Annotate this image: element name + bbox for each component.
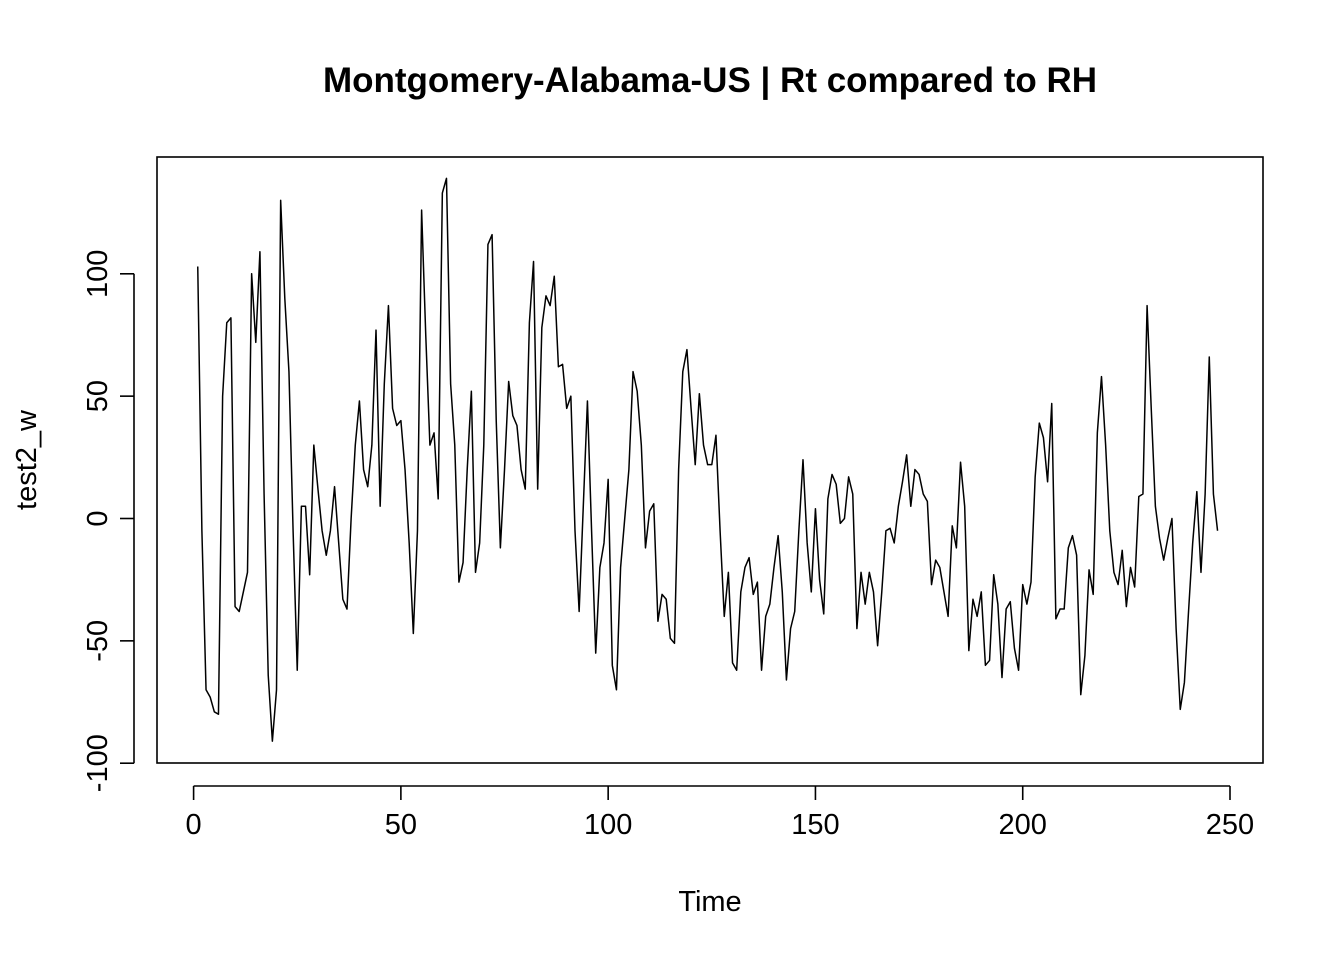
y-tick-label: -50 xyxy=(82,620,114,662)
x-tick-label: 0 xyxy=(186,809,202,841)
x-tick-label: 100 xyxy=(584,809,632,841)
y-tick-label: -100 xyxy=(82,734,114,792)
chart-title: Montgomery-Alabama-US | Rt compared to R… xyxy=(323,61,1097,100)
x-tick-label: 150 xyxy=(791,809,839,841)
x-tick-label: 250 xyxy=(1206,809,1254,841)
y-axis: -100 -50 0 50 100 xyxy=(82,250,135,792)
series-line xyxy=(197,177,1219,742)
y-tick-label: 100 xyxy=(82,250,114,298)
x-axis-label: Time xyxy=(678,886,741,918)
y-tick-label: 50 xyxy=(82,380,114,412)
x-tick-label: 50 xyxy=(385,809,417,841)
plot-frame xyxy=(156,156,1264,764)
y-axis-label: test2_w xyxy=(11,409,43,510)
x-tick-label: 200 xyxy=(999,809,1047,841)
y-tick-label: 0 xyxy=(82,510,114,526)
x-axis: 0 50 100 150 200 250 xyxy=(186,785,1254,841)
